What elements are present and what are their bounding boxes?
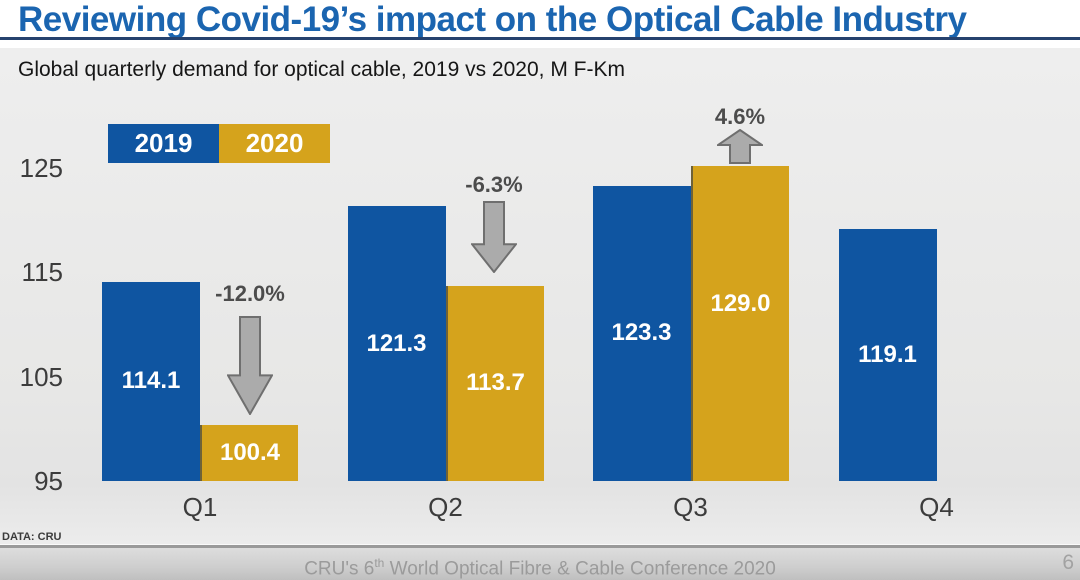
slide-title: Reviewing Covid-19’s impact on the Optic…	[18, 0, 967, 39]
percent-change-label-q2: -6.3%	[465, 172, 523, 197]
x-axis-label-q1: Q1	[182, 492, 218, 522]
bar-2019-q3: 123.3	[592, 185, 691, 481]
y-axis-tick-125: 125	[19, 152, 63, 183]
chart-subtitle: Global quarterly demand for optical cabl…	[18, 58, 625, 81]
decrease-arrow-icon	[227, 316, 273, 415]
y-axis-tick-105: 105	[19, 361, 63, 392]
footer-divider-highlight	[0, 544, 1080, 545]
y-axis-tick-95: 95	[34, 466, 63, 496]
bar-2020-q2: 113.7	[445, 285, 544, 481]
bar-2020-q3: 129.0	[690, 165, 789, 481]
bar-value-label: 121.3	[366, 329, 427, 357]
bar-value-label: 119.1	[858, 341, 917, 369]
title-divider	[0, 37, 1080, 40]
bar-value-label: 129.0	[710, 289, 771, 317]
footer-band	[0, 548, 1080, 580]
bar-2019-q4: 119.1	[838, 229, 937, 481]
y-axis-tick-115: 115	[21, 257, 63, 288]
legend-label-2020: 2020	[245, 128, 304, 158]
decrease-arrow-icon	[471, 201, 517, 273]
bar-2019-q1: 114.1	[102, 281, 200, 481]
legend: 2019 2020	[108, 124, 330, 163]
data-source: DATA: CRU	[2, 531, 62, 543]
page-number: 6	[1062, 551, 1074, 574]
x-axis-label-q3: Q3	[673, 492, 708, 522]
bar-2019-q2: 121.3	[347, 206, 446, 481]
bar-value-label: 100.4	[219, 438, 281, 466]
legend-label-2019: 2019	[134, 128, 193, 158]
bar-value-label: 113.7	[466, 369, 525, 397]
bar-value-label: 114.1	[121, 367, 181, 395]
legend-item-2020: 2020	[219, 124, 330, 163]
x-axis-label-q2: Q2	[428, 492, 463, 522]
x-axis-label-q4: Q4	[919, 492, 954, 522]
percent-change-label-q3: 4.6%	[714, 104, 766, 129]
bar-2020-q1: 100.4	[200, 424, 298, 481]
percent-change-label-q1: -12.0%	[215, 281, 285, 306]
legend-item-2019: 2019	[108, 124, 219, 163]
conference-title: CRU's 6th World Optical Fibre & Cable Co…	[304, 556, 776, 580]
footer-divider	[0, 545, 1080, 548]
bar-value-label: 123.3	[611, 319, 672, 347]
increase-arrow-icon	[717, 129, 763, 164]
